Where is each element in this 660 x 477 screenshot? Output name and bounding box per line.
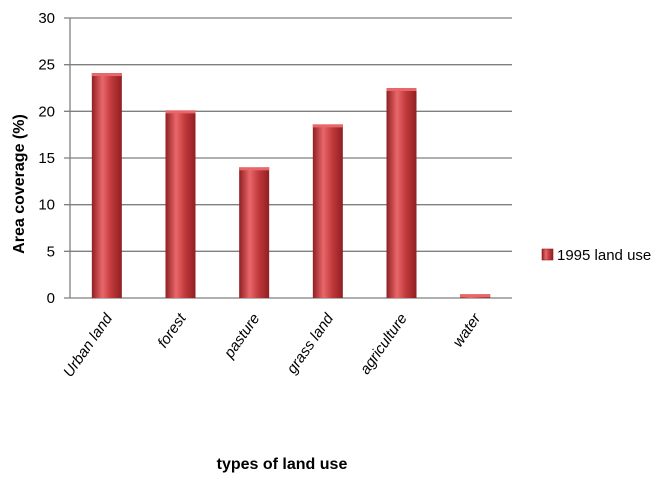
y-axis-title: Area coverage (%) xyxy=(11,114,28,254)
y-tick-label: 15 xyxy=(38,150,55,167)
bar xyxy=(91,73,122,298)
x-tick-label: water xyxy=(449,310,485,351)
bar-cap xyxy=(386,88,417,91)
bar-cap xyxy=(239,167,270,171)
x-tick-label: agriculture xyxy=(357,311,411,378)
bar-cap xyxy=(460,294,491,298)
gridlines xyxy=(64,17,512,299)
bar xyxy=(239,167,270,298)
y-tick-label: 5 xyxy=(47,243,55,260)
y-tick-label: 10 xyxy=(38,197,55,214)
x-tick-label: grass land xyxy=(283,310,337,377)
bar-cap xyxy=(312,124,343,128)
legend-label: 1995 land use xyxy=(557,247,651,264)
bar-cap xyxy=(165,110,196,114)
x-tick-labels: Urban land forest pasture grass land agricul… xyxy=(60,310,485,381)
y-tick-label: 20 xyxy=(38,103,55,120)
y-tick-labels: 0 5 10 15 20 25 30 xyxy=(38,10,55,307)
bar xyxy=(312,124,343,299)
x-tick-label: pasture xyxy=(220,311,263,363)
bar xyxy=(165,110,196,299)
y-tick-label: 0 xyxy=(47,290,55,307)
x-axis-title: types of land use xyxy=(217,456,348,473)
y-tick-label: 25 xyxy=(38,57,55,74)
y-tick-label: 30 xyxy=(38,10,55,27)
legend-swatch xyxy=(541,248,554,261)
bars xyxy=(91,73,491,299)
x-tick-label: Urban land xyxy=(60,310,116,380)
x-tick-label: forest xyxy=(154,310,190,351)
bar-cap xyxy=(91,73,122,77)
legend: 1995 land use xyxy=(541,247,651,264)
bar xyxy=(386,88,417,298)
